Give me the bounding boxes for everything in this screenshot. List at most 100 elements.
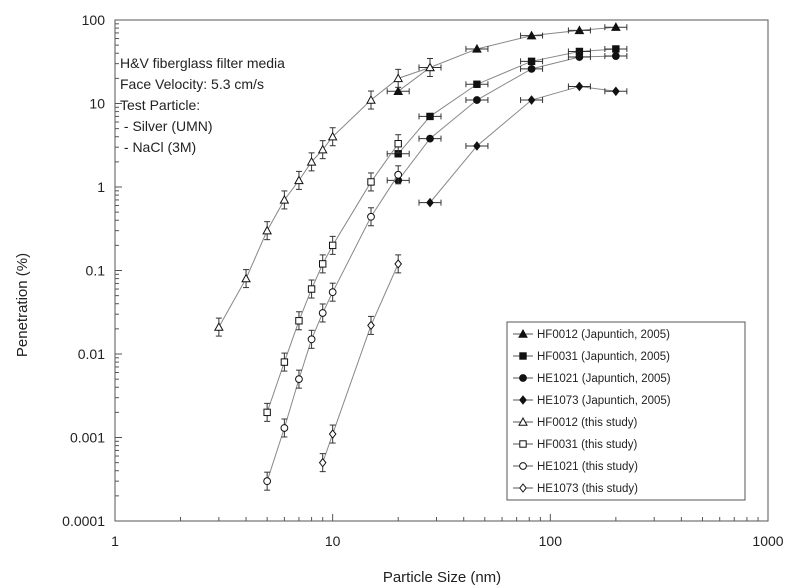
- series-4: [418, 81, 628, 208]
- legend: HF0012 (Japuntich, 2005) HF0031 (Japuntic…: [506, 321, 746, 501]
- triangle-marker: [317, 144, 328, 154]
- y-axis-label: Penetration (%): [14, 253, 31, 357]
- annotation-line: - Silver (UMN): [120, 118, 213, 134]
- diamond-marker: [426, 197, 434, 208]
- diamond-marker: [367, 320, 375, 331]
- annotation-block: H&V fiberglass filter media Face Velocit…: [120, 55, 285, 155]
- circle-marker: [367, 212, 375, 221]
- circle-marker: [575, 53, 584, 61]
- series-line: [429, 85, 616, 203]
- circle-marker: [328, 288, 337, 297]
- series-line: [322, 263, 399, 463]
- triangle-marker: [518, 416, 528, 426]
- legend-box: [506, 321, 746, 501]
- legend-label: HE1073 (Japuntich, 2005): [537, 395, 671, 407]
- legend-label: HE1021 (Japuntich, 2005): [537, 373, 671, 385]
- diamond-marker: [612, 86, 620, 97]
- square-marker: [295, 317, 303, 325]
- legend-label: HE1073 (this study): [537, 483, 638, 495]
- triangle-marker: [262, 225, 272, 235]
- x-tick-label: 1: [111, 533, 119, 549]
- series-1: [386, 22, 628, 95]
- legend-label: HF0012 (Japuntich, 2005): [537, 329, 670, 341]
- series-line: [266, 174, 399, 482]
- legend-label: HF0031 (this study): [537, 439, 638, 451]
- annotation-line: Face Velocity: 5.3 cm/s: [120, 76, 264, 92]
- x-tick-label: 1000: [752, 533, 783, 549]
- square-marker: [519, 440, 527, 448]
- x-axis-label: Particle Size (nm): [383, 569, 501, 586]
- y-tick-label: 0.01: [78, 346, 105, 362]
- series-5: [214, 57, 435, 337]
- y-tick-label: 0.1: [86, 263, 106, 279]
- square-marker: [473, 80, 481, 88]
- diamond-marker: [575, 81, 584, 92]
- diamond-marker: [394, 259, 403, 269]
- triangle-marker: [611, 22, 621, 31]
- square-marker: [328, 241, 337, 250]
- triangle-marker: [393, 86, 404, 95]
- circle-marker: [318, 309, 327, 317]
- legend-label: HF0012 (this study): [537, 417, 638, 429]
- square-marker: [367, 178, 375, 186]
- series-line: [266, 143, 399, 413]
- circle-marker: [611, 52, 620, 60]
- circle-marker: [263, 477, 272, 486]
- triangle-marker: [574, 25, 585, 35]
- triangle-marker: [241, 273, 251, 283]
- triangle-marker: [366, 95, 376, 104]
- triangle-marker: [526, 30, 537, 40]
- x-tick-label: 100: [539, 533, 563, 549]
- square-marker: [426, 112, 434, 121]
- diamond-marker: [527, 95, 536, 105]
- triangle-marker: [393, 73, 404, 83]
- diamond-marker: [519, 395, 527, 405]
- triangle-marker: [279, 194, 290, 204]
- square-marker: [280, 358, 289, 366]
- circle-marker: [527, 64, 536, 73]
- triangle-marker: [425, 62, 435, 72]
- series-line: [397, 26, 616, 92]
- series-7: [263, 165, 403, 491]
- annotation-line: Test Particle:: [120, 97, 200, 113]
- y-tick-label: 0.0001: [62, 513, 105, 529]
- circle-marker: [426, 134, 434, 143]
- series-layer: [214, 22, 628, 491]
- diamond-marker: [519, 483, 527, 493]
- triangle-marker: [472, 43, 482, 53]
- diamond-marker: [328, 429, 337, 439]
- series-6: [263, 134, 402, 422]
- diamond-marker: [473, 141, 481, 151]
- y-tick-label: 0.001: [70, 430, 105, 446]
- triangle-marker: [306, 156, 317, 166]
- circle-marker: [519, 374, 527, 382]
- circle-marker: [307, 335, 316, 344]
- square-marker: [319, 260, 327, 268]
- diamond-marker: [318, 457, 327, 468]
- series-line: [218, 67, 431, 328]
- square-marker: [394, 140, 402, 148]
- circle-marker: [473, 96, 481, 104]
- annotation-line: H&V fiberglass filter media: [120, 55, 285, 71]
- series-8: [318, 254, 403, 473]
- y-tick-label: 100: [82, 12, 106, 28]
- triangle-marker: [294, 175, 304, 185]
- series-2: [386, 45, 628, 158]
- triangle-marker: [327, 131, 338, 141]
- circle-marker: [394, 170, 403, 179]
- series-3: [386, 52, 628, 185]
- ticks-layer: 1 10 100 1000 0.0001 0.001 0.01 0.1 1 10 100: [62, 12, 784, 549]
- legend-label: HE1021 (this study): [537, 461, 638, 473]
- square-marker: [307, 285, 316, 293]
- x-tick-label: 10: [325, 533, 341, 549]
- square-marker: [263, 408, 271, 417]
- square-marker: [527, 57, 536, 66]
- square-marker: [612, 45, 620, 53]
- triangle-marker: [214, 322, 224, 331]
- square-marker: [519, 352, 527, 360]
- legend-label: HF0031 (Japuntich, 2005): [537, 351, 670, 363]
- circle-marker: [519, 462, 527, 470]
- y-tick-label: 1: [97, 179, 105, 195]
- annotation-line: - NaCl (3M): [120, 139, 196, 155]
